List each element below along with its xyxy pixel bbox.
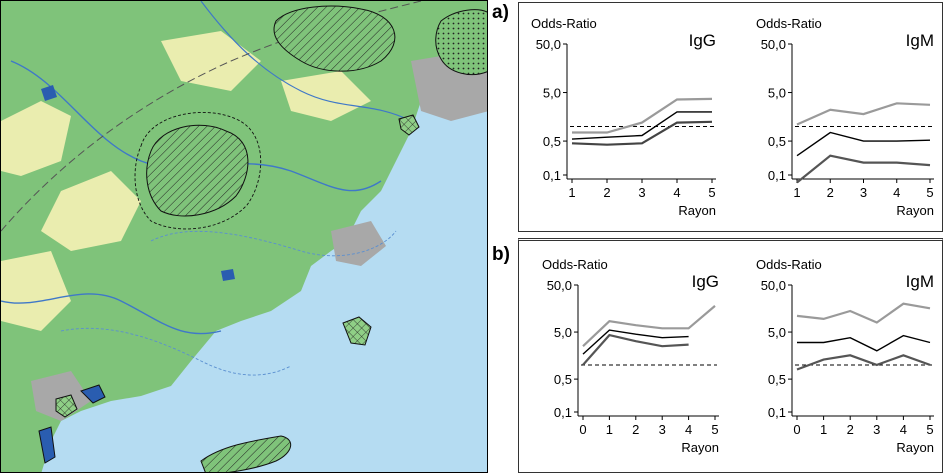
y-tick-label: 5,0 — [554, 325, 572, 340]
x-axis-label: Rayon — [896, 203, 934, 218]
x-tick-label: 4 — [893, 185, 900, 200]
y-tick-label: 50,0 — [761, 37, 786, 52]
hatched-zone — [342, 316, 372, 346]
x-tick-label: 1 — [820, 422, 827, 437]
x-tick-label: 5 — [926, 422, 933, 437]
y-tick-label: 50,0 — [536, 37, 561, 52]
hatched-zone — [273, 5, 396, 72]
x-tick-label: 0 — [793, 422, 800, 437]
chart-title: IgM — [906, 272, 934, 291]
clearing-area — [1, 251, 71, 331]
x-tick-label: 3 — [638, 185, 645, 200]
x-tick-label: 5 — [711, 422, 718, 437]
y-tick-label: 0,1 — [768, 168, 786, 183]
y-tick-label: 0,5 — [543, 134, 561, 149]
series-line — [571, 120, 713, 146]
series-line — [796, 302, 931, 324]
series-line — [796, 354, 931, 371]
y-tick-label: 0,1 — [768, 405, 786, 420]
x-axis-label: Rayon — [896, 440, 934, 455]
panel-b-box — [518, 238, 943, 473]
clearing-area — [281, 71, 371, 121]
clearing-area — [1, 101, 71, 176]
buffer-line — [150, 230, 397, 257]
y-tick-label: 0,5 — [554, 372, 572, 387]
buffer-line — [60, 327, 292, 376]
x-tick-label: 4 — [900, 422, 907, 437]
y-tick-label: 50,0 — [761, 278, 786, 293]
y-tick-label: 5,0 — [768, 325, 786, 340]
map-panel — [0, 0, 488, 473]
series-line — [582, 333, 689, 366]
chart-title: IgG — [689, 31, 716, 50]
y-tick-label: 50,0 — [547, 278, 572, 293]
series-line — [572, 97, 713, 134]
series-line — [796, 131, 931, 157]
x-tick-label: 2 — [847, 422, 854, 437]
x-tick-label: 5 — [926, 185, 933, 200]
y-tick-label: 0,5 — [768, 372, 786, 387]
hatched-zone — [200, 435, 291, 472]
series-line — [571, 111, 712, 140]
y-tick-label: 5,0 — [768, 86, 786, 101]
buffer-outline — [134, 111, 262, 230]
x-tick-label: 2 — [603, 185, 610, 200]
x-axis-label: Rayon — [678, 203, 716, 218]
lake — [221, 269, 235, 281]
chart-title: IgG — [692, 272, 719, 291]
panel-label-a: a) — [492, 2, 509, 23]
x-axis-label: Rayon — [681, 440, 719, 455]
x-tick-label: 4 — [685, 422, 692, 437]
x-tick-label: 3 — [659, 422, 666, 437]
x-tick-label: 3 — [873, 422, 880, 437]
hatched-zone — [55, 394, 78, 418]
clearing-area — [41, 171, 141, 251]
clearing-area — [161, 31, 261, 91]
x-tick-label: 4 — [673, 185, 680, 200]
series-line — [582, 305, 716, 347]
river — [200, 1, 412, 122]
series-line — [796, 154, 931, 184]
chart-title: IgM — [906, 31, 934, 50]
series-line — [582, 329, 689, 355]
y-tick-label: 0,5 — [768, 134, 786, 149]
y-tick-label: 5,0 — [543, 86, 561, 101]
x-tick-label: 1 — [606, 422, 613, 437]
land-area — [1, 1, 487, 472]
coastal-map — [1, 1, 487, 472]
blue-zone — [38, 426, 56, 464]
series-line — [796, 102, 931, 126]
lake — [41, 85, 57, 101]
dotted-zone — [435, 9, 487, 75]
y-tick-label: 0,1 — [554, 405, 572, 420]
hatched-zone — [398, 114, 420, 136]
x-tick-label: 5 — [708, 185, 715, 200]
y-axis-label: Odds-Ratio — [542, 257, 608, 272]
x-tick-label: 2 — [632, 422, 639, 437]
y-axis-label: Odds-Ratio — [756, 16, 822, 31]
y-axis-label: Odds-Ratio — [756, 257, 822, 272]
series-line — [797, 334, 931, 352]
y-tick-label: 0,1 — [543, 168, 561, 183]
hatched-zone — [146, 124, 249, 217]
x-tick-label: 1 — [568, 185, 575, 200]
urban-area — [331, 221, 386, 266]
x-tick-label: 2 — [827, 185, 834, 200]
blue-zone — [80, 384, 106, 404]
x-tick-label: 1 — [793, 185, 800, 200]
panel-a-box — [518, 2, 943, 232]
x-tick-label: 3 — [860, 185, 867, 200]
y-axis-label: Odds-Ratio — [531, 16, 597, 31]
panel-label-b: b) — [492, 244, 510, 265]
x-tick-label: 0 — [579, 422, 586, 437]
river — [1, 293, 222, 335]
